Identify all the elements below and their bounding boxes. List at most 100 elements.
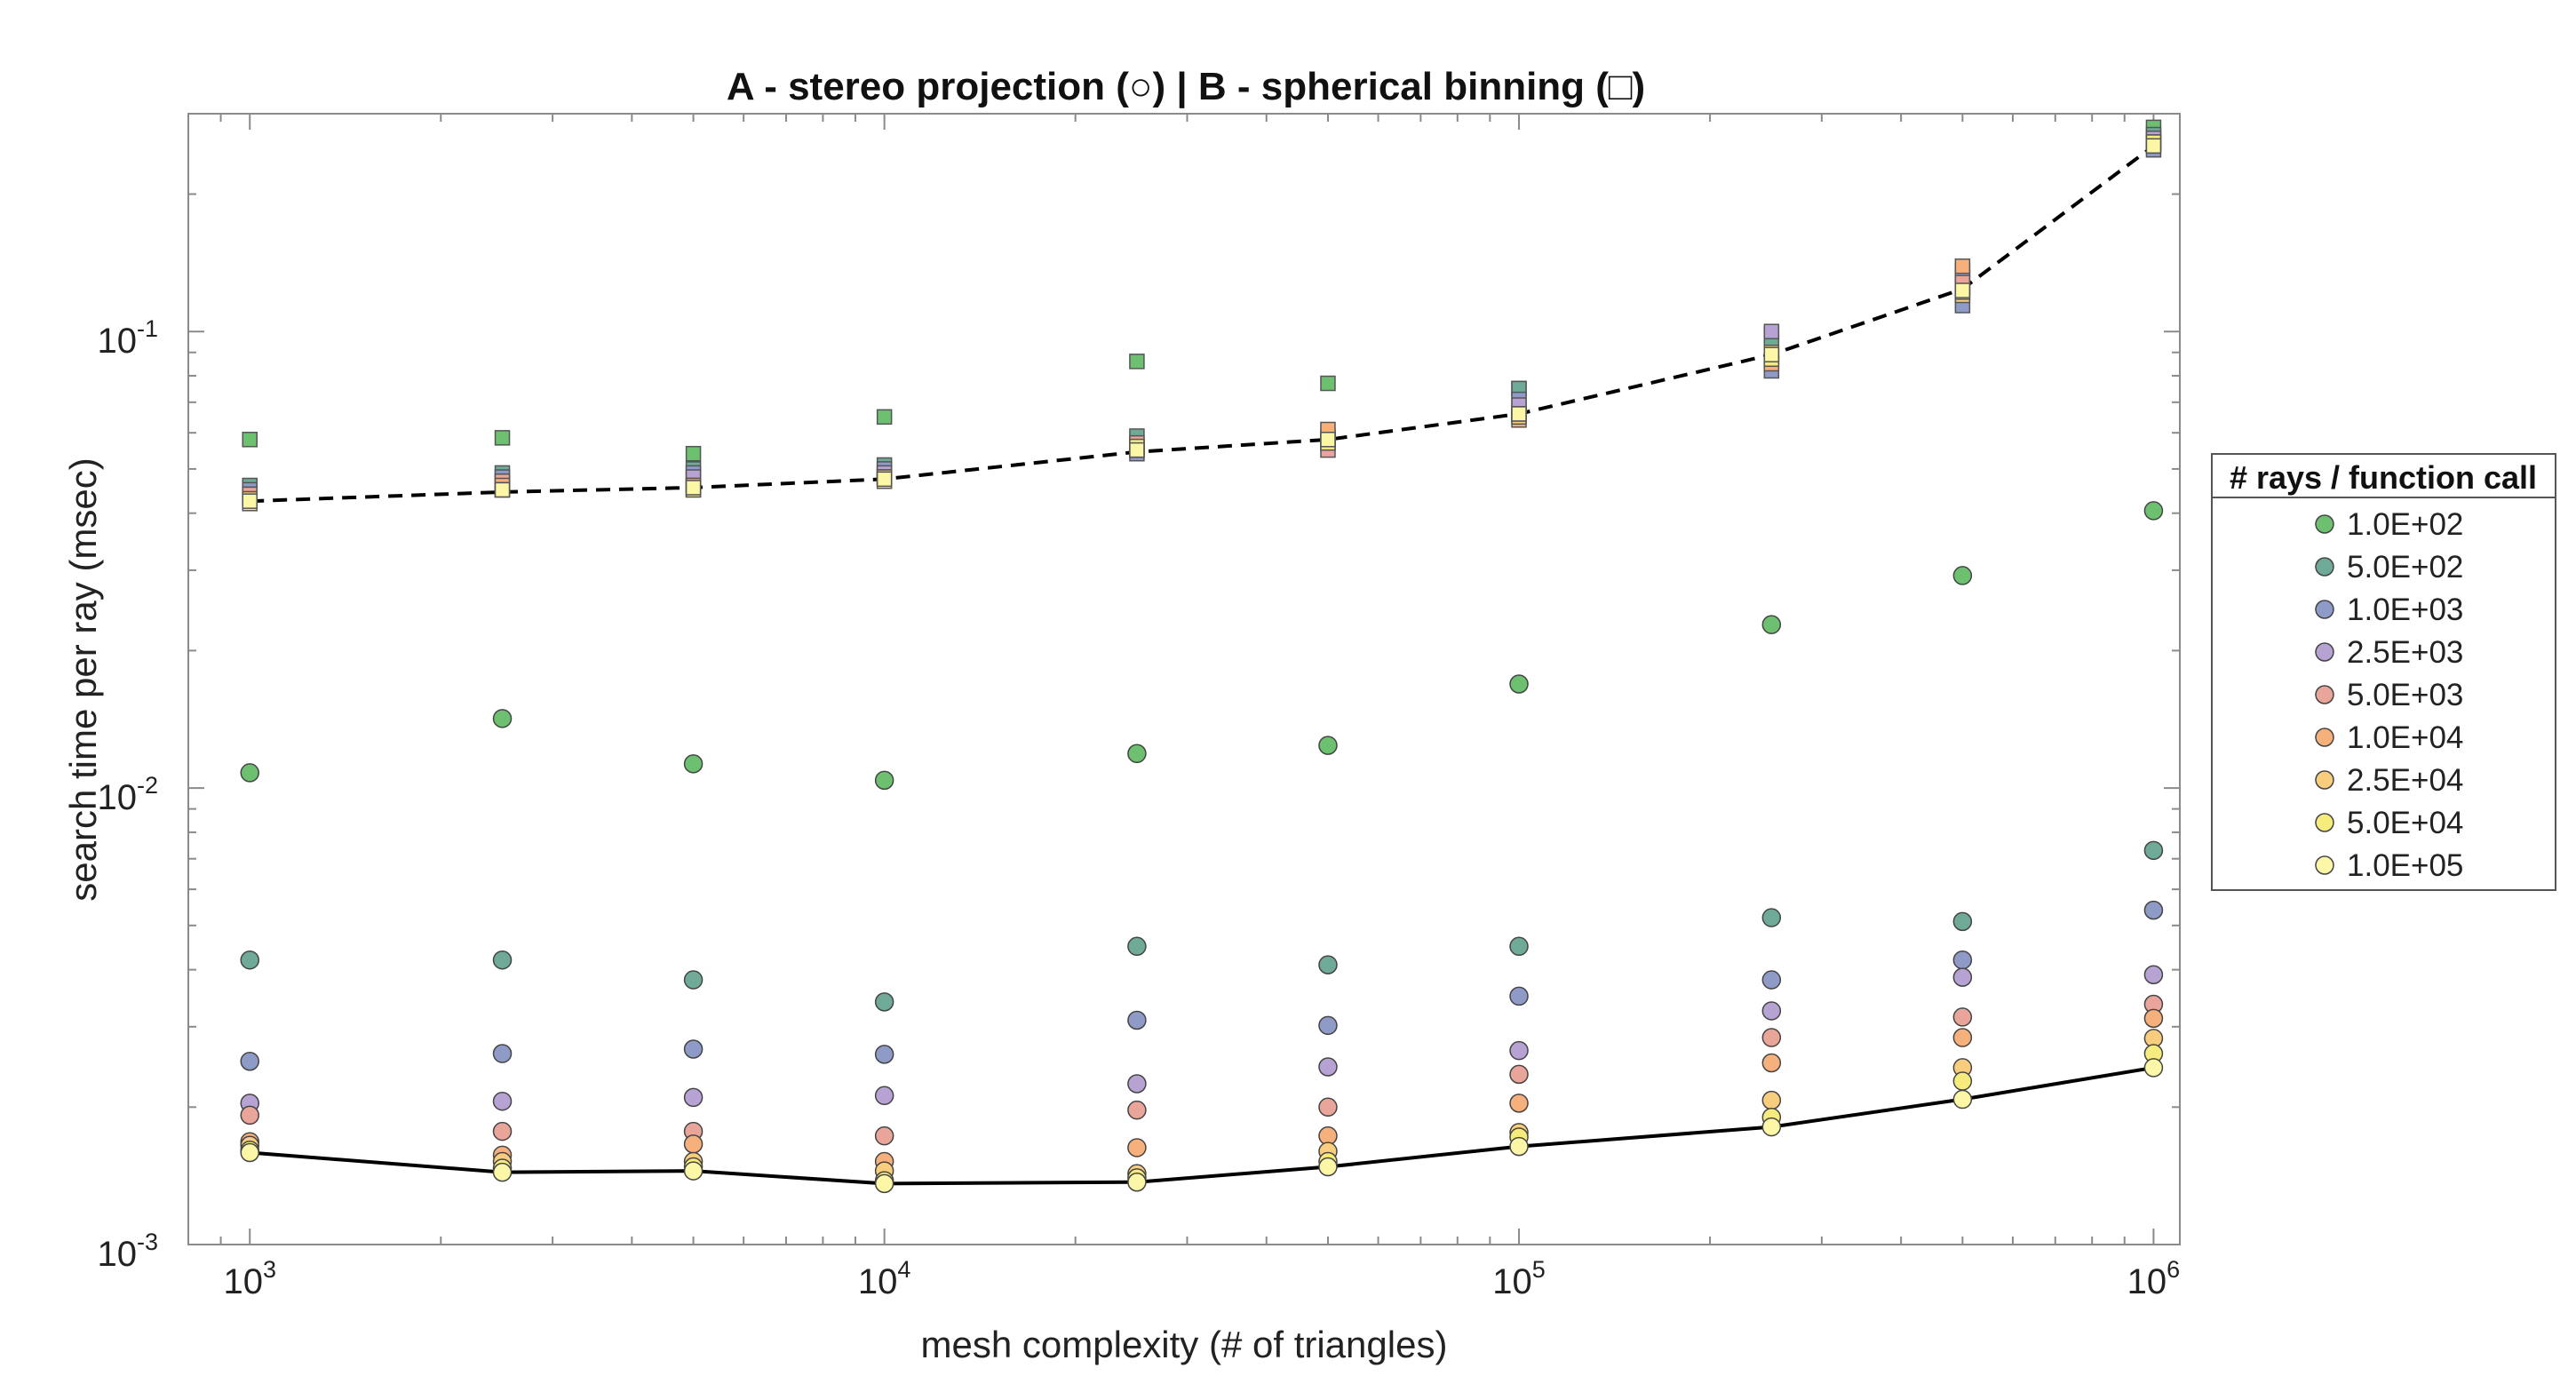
legend-label: 1.0E+05	[2347, 848, 2463, 883]
trend-lines	[250, 144, 2155, 1186]
square-marker-1.0E+05	[494, 481, 511, 498]
square-marker-1.0E+02	[685, 445, 702, 462]
x-tick-label: 105	[1492, 1256, 1546, 1301]
x-tick-mantissa: 10	[858, 1262, 898, 1301]
plot-area	[187, 113, 2181, 1245]
legend-marker-1.0E+05	[2315, 855, 2334, 875]
circle-marker-1.0E+03	[1761, 970, 1782, 990]
circle-marker-1.0E+05	[683, 1161, 704, 1181]
circle-marker-5.0E+02	[240, 950, 259, 970]
circle-marker-1.0E+04	[1127, 1138, 1147, 1157]
circle-marker-5.0E+03	[874, 1126, 894, 1146]
square-marker-1.0E+05	[1954, 282, 1971, 298]
circle-marker-1.0E+04	[683, 1134, 704, 1154]
circle-marker-1.0E+02	[2143, 501, 2164, 521]
x-tick-exponent: 5	[1532, 1256, 1546, 1283]
square-marker-1.0E+05	[685, 480, 702, 496]
circle-marker-2.5E+04	[1761, 1090, 1782, 1110]
circle-marker-1.0E+03	[1509, 986, 1529, 1006]
square-marker-1.0E+05	[1129, 441, 1145, 458]
circle-marker-5.0E+03	[240, 1105, 259, 1126]
circle-marker-5.0E+02	[2143, 840, 2164, 861]
square-marker-1.0E+02	[1320, 375, 1336, 392]
x-tick-exponent: 6	[2167, 1256, 2180, 1283]
x-tick-label: 104	[858, 1256, 911, 1301]
legend-box	[2211, 453, 2556, 891]
circle-marker-1.0E+05	[492, 1162, 513, 1182]
legend-label: 2.5E+04	[2347, 763, 2463, 798]
x-tick-exponent: 4	[897, 1256, 910, 1283]
circle-marker-1.0E+05	[2143, 1058, 2164, 1078]
square-marker-1.0E+04	[1954, 258, 1971, 274]
y-tick-exponent: -1	[137, 315, 158, 342]
y-tick-label: 10-3	[97, 1229, 158, 1274]
chart-title: A - stereo projection (○) | B - spherica…	[727, 65, 1645, 109]
circle-marker-2.5E+03	[874, 1086, 894, 1106]
legend-label: 5.0E+03	[2347, 678, 2463, 712]
circle-marker-1.0E+03	[874, 1045, 894, 1064]
square-marker-1.0E+02	[876, 409, 893, 426]
circle-marker-1.0E+02	[1318, 736, 1338, 755]
x-tick-label: 103	[223, 1256, 276, 1301]
circle-marker-1.0E+05	[1127, 1172, 1147, 1192]
circle-marker-5.0E+02	[1509, 936, 1529, 957]
x-tick-label: 106	[2127, 1256, 2181, 1301]
trend-line-stereo-projection	[250, 1065, 2154, 1186]
square-marker-1.0E+05	[1763, 346, 1780, 362]
circle-marker-5.0E+02	[1127, 936, 1147, 957]
legend-label: 1.0E+04	[2347, 720, 2463, 755]
circle-marker-1.0E+02	[874, 770, 894, 791]
circle-marker-1.0E+02	[1127, 744, 1147, 764]
square-marker-2.5E+03	[1763, 323, 1780, 339]
circle-marker-5.0E+02	[1761, 908, 1782, 927]
circle-marker-1.0E+05	[874, 1173, 894, 1194]
square-marker-1.0E+05	[1511, 406, 1527, 422]
circle-marker-5.0E+03	[492, 1121, 513, 1141]
circle-marker-1.0E+03	[683, 1039, 704, 1059]
x-tick-mantissa: 10	[2127, 1262, 2167, 1301]
legend-marker-1.0E+02	[2315, 514, 2334, 534]
circle-marker-1.0E+05	[1318, 1157, 1338, 1177]
circle-marker-1.0E+03	[1952, 950, 1973, 970]
circle-marker-5.0E+03	[1127, 1100, 1147, 1120]
trend-line-spherical-binning	[250, 144, 2155, 504]
circle-marker-5.0E+03	[1761, 1028, 1782, 1047]
y-axis-label: search time per ray (msec)	[62, 457, 104, 901]
square-marker-1.0E+02	[1129, 354, 1145, 370]
circle-marker-5.0E+02	[492, 950, 513, 970]
circle-marker-5.0E+03	[1952, 1007, 1973, 1027]
circle-marker-2.5E+03	[1509, 1040, 1529, 1061]
legend-marker-1.0E+04	[2315, 728, 2334, 747]
circle-marker-5.0E+02	[1318, 955, 1338, 974]
y-tick-mantissa: 10	[97, 1235, 137, 1274]
legend-label: 1.0E+02	[2347, 507, 2463, 542]
square-marker-1.0E+05	[876, 471, 893, 488]
circle-marker-2.5E+03	[683, 1087, 704, 1108]
circle-marker-1.0E+05	[1509, 1136, 1529, 1157]
circle-marker-1.0E+02	[492, 709, 513, 728]
data-points	[240, 119, 2164, 1194]
circle-marker-1.0E+05	[240, 1142, 259, 1163]
circle-marker-1.0E+02	[1509, 674, 1529, 694]
circle-marker-1.0E+05	[1952, 1089, 1973, 1110]
square-marker-1.0E+02	[242, 432, 258, 448]
x-axis-label: mesh complexity (# of triangles)	[921, 1324, 1448, 1365]
x-tick-mantissa: 10	[223, 1262, 263, 1301]
circle-marker-1.0E+03	[1318, 1015, 1338, 1036]
circle-marker-1.0E+03	[2143, 900, 2164, 920]
legend-label: 2.5E+03	[2347, 635, 2463, 670]
circle-marker-1.0E+03	[492, 1044, 513, 1063]
circle-marker-5.0E+03	[1318, 1097, 1338, 1118]
circle-marker-5.0E+02	[683, 970, 704, 990]
circle-marker-5.0E+02	[874, 992, 894, 1012]
circle-marker-1.0E+03	[240, 1051, 259, 1071]
legend-label: 5.0E+04	[2347, 806, 2463, 840]
circle-marker-2.5E+03	[1127, 1074, 1147, 1094]
y-tick-mantissa: 10	[97, 322, 137, 361]
circle-marker-2.5E+03	[492, 1091, 513, 1111]
y-tick-mantissa: 10	[97, 778, 137, 817]
circle-marker-1.0E+04	[1952, 1028, 1973, 1047]
circle-marker-5.0E+03	[1509, 1064, 1529, 1085]
circle-marker-1.0E+03	[1127, 1010, 1147, 1030]
